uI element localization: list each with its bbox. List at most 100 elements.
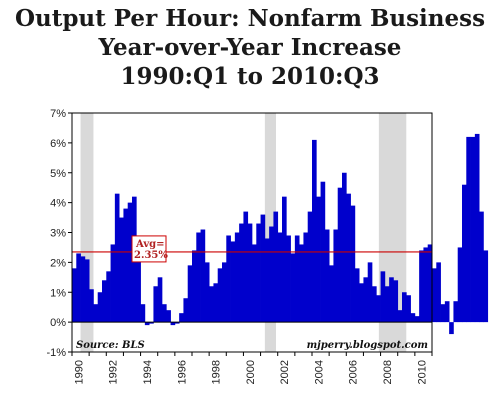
bar	[102, 280, 107, 323]
bar	[183, 298, 189, 323]
x-tick-label: 2006	[348, 360, 360, 384]
bar	[213, 283, 219, 323]
bar	[84, 259, 90, 323]
bar	[269, 226, 274, 323]
bar	[217, 268, 223, 323]
bar	[252, 244, 257, 323]
bar	[80, 256, 86, 323]
average-label-line-1: Avg=	[135, 239, 165, 250]
average-label-box	[131, 235, 167, 263]
bar	[333, 229, 339, 323]
bar	[170, 322, 176, 326]
x-tick-label: 1990	[73, 360, 85, 384]
chart-title-line-2: Year-over-Year Increase	[98, 34, 402, 61]
y-tick-label: 1%	[50, 287, 66, 299]
bar	[363, 277, 369, 323]
x-tick-label: 2008	[382, 360, 394, 384]
x-tick-label: 1998	[211, 360, 223, 384]
chart-title-line-1: Output Per Hour: Nonfarm Business	[14, 5, 486, 32]
bar	[97, 292, 103, 323]
bar	[337, 187, 343, 323]
bar	[397, 310, 403, 323]
bar	[264, 238, 270, 323]
y-tick-label: 6%	[50, 138, 66, 150]
bar	[410, 313, 416, 323]
bar	[247, 223, 253, 323]
bar	[123, 208, 129, 323]
bar	[243, 211, 249, 323]
bar	[303, 232, 309, 323]
bar	[453, 301, 459, 323]
bar	[470, 136, 476, 323]
bar	[110, 244, 116, 323]
bar	[367, 262, 373, 323]
x-tick-label: 1994	[142, 360, 154, 384]
bar	[290, 253, 296, 323]
bar	[307, 211, 313, 323]
bar	[389, 277, 394, 323]
chart-title-line-3: 1990:Q1 to 2010:Q3	[120, 63, 380, 90]
bar	[346, 193, 351, 323]
site-note: mjperry.blogspot.com	[307, 340, 428, 351]
bar	[204, 262, 210, 323]
bar	[136, 259, 141, 323]
bar	[342, 172, 347, 323]
bar	[200, 229, 206, 323]
average-label: Avg= 2.35%	[131, 235, 168, 263]
x-tick-label: 1996	[176, 360, 188, 384]
bar	[440, 304, 446, 323]
bar	[436, 262, 441, 323]
bar	[354, 268, 360, 323]
y-tick-label: 3%	[50, 228, 66, 240]
y-tick-label: -1%	[46, 347, 66, 359]
bar	[260, 214, 266, 323]
x-tick-label: 2010	[416, 360, 428, 384]
bar	[114, 193, 120, 323]
bar	[149, 322, 154, 324]
bar	[393, 280, 399, 323]
bar	[423, 247, 429, 323]
x-axis: 1990 1992 1994 1996 1998 2000 2002 2004 2006 2008…	[71, 352, 433, 384]
bar	[359, 283, 364, 323]
source-note: Source: BLS	[76, 340, 145, 351]
y-tick-label: 5%	[50, 168, 66, 180]
y-tick-label: 2%	[50, 257, 66, 269]
bar	[72, 268, 77, 323]
bar	[462, 184, 467, 323]
y-tick-label: 0%	[50, 317, 66, 329]
bar	[449, 322, 454, 335]
y-axis: 7% 6% 5% 4% 3% 2% 1% 0% -1%	[46, 108, 72, 359]
x-tick-label: 2004	[313, 360, 325, 384]
bar	[256, 223, 261, 323]
bar	[414, 316, 420, 323]
bar	[282, 196, 287, 323]
bar	[419, 250, 424, 323]
bar	[222, 262, 227, 323]
bar	[376, 295, 381, 323]
bar	[402, 292, 407, 323]
bar	[294, 235, 300, 323]
bar	[384, 286, 390, 323]
bar	[380, 271, 386, 323]
bar	[89, 289, 94, 323]
chart-title: Output Per Hour: Nonfarm Business Year-o…	[0, 4, 500, 91]
bar	[316, 196, 321, 323]
bar	[144, 322, 150, 326]
bar	[427, 244, 433, 323]
average-label-line-2: 2.35%	[134, 250, 168, 261]
bar	[273, 211, 279, 323]
bar	[230, 241, 236, 323]
bar	[140, 304, 146, 323]
bar	[196, 232, 201, 323]
bar	[372, 286, 377, 323]
bar	[444, 301, 450, 323]
bar	[432, 268, 437, 323]
bar	[127, 202, 133, 323]
bar	[286, 235, 291, 323]
bar	[179, 313, 184, 323]
bar	[312, 139, 317, 323]
bar-series	[72, 133, 489, 335]
x-tick-label: 2002	[279, 360, 291, 384]
bar	[174, 322, 180, 324]
